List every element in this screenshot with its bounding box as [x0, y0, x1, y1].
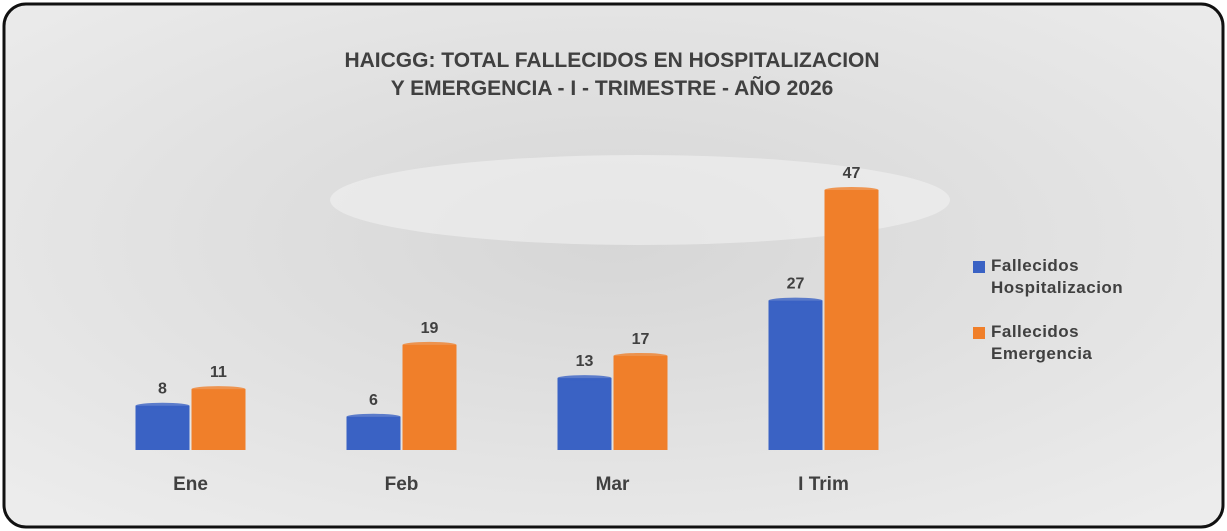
legend-swatch — [973, 261, 985, 273]
bar-top — [825, 187, 879, 193]
bar — [558, 378, 612, 450]
bar-top — [558, 375, 612, 381]
legend-swatch — [973, 327, 985, 339]
data-label: 8 — [158, 381, 167, 398]
data-label: 17 — [632, 331, 650, 348]
chart-title: HAICGG: TOTAL FALLECIDOS EN HOSPITALIZAC… — [344, 49, 879, 72]
x-tick-label: Mar — [596, 474, 630, 495]
legend-label: Fallecidos Hospitalizacion — [991, 256, 1123, 297]
bar — [192, 389, 246, 450]
data-label: 47 — [843, 165, 861, 182]
data-label: 6 — [369, 392, 378, 409]
bar — [136, 406, 190, 450]
bar-top — [769, 298, 823, 304]
x-tick-label: I Trim — [798, 474, 849, 495]
bar — [614, 356, 668, 450]
bar — [825, 190, 879, 450]
bar — [403, 345, 457, 450]
x-tick-label: Ene — [173, 474, 208, 495]
legend-entry: Fallecidos Emergencia — [973, 321, 1181, 365]
data-label: 11 — [210, 364, 227, 381]
legend-entry: Fallecidos Hospitalizacion — [973, 255, 1181, 299]
x-tick-label: Feb — [385, 474, 419, 495]
bar-top — [614, 353, 668, 359]
bar-top — [403, 342, 457, 348]
data-label: 27 — [787, 276, 805, 293]
data-label: 13 — [576, 353, 594, 370]
bar-top — [192, 386, 246, 392]
bar — [347, 417, 401, 450]
legend-label: Fallecidos Emergencia — [991, 322, 1092, 363]
bar-top — [347, 414, 401, 420]
data-label: 19 — [421, 320, 439, 337]
chart-title: Y EMERGENCIA - I - TRIMESTRE - AÑO 2026 — [391, 77, 834, 100]
bar-top — [136, 403, 190, 409]
page: HAICGG: TOTAL FALLECIDOS EN HOSPITALIZAC… — [0, 0, 1227, 531]
bar — [769, 301, 823, 450]
